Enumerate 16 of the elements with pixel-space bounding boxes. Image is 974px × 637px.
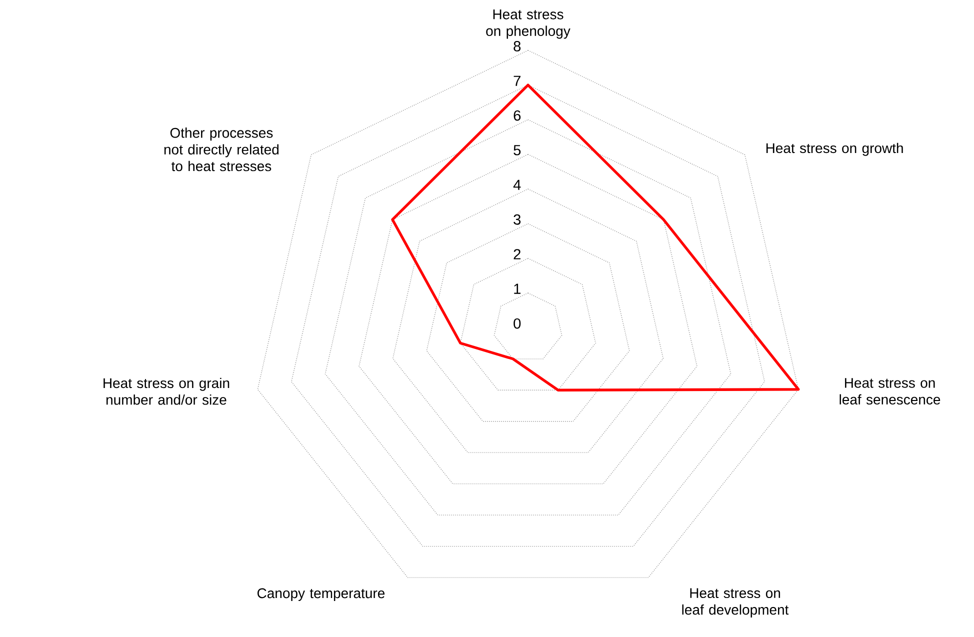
y-tick-label: 7 — [514, 76, 520, 86]
y-tick-label: 8 — [514, 41, 521, 52]
y-tick-label: 2 — [514, 249, 520, 260]
y-tick-label: 1 — [514, 284, 520, 294]
y-tick-label: 3 — [514, 214, 521, 225]
spoke-label: Other processes not directly related to heat stresses — [164, 128, 279, 172]
spoke-label: Heat stress on grain number and/or size — [104, 378, 230, 405]
spoke-label: Heat stress on growth — [766, 142, 903, 156]
y-tick-label: 4 — [513, 180, 521, 190]
spoke-label: Heat stress on leaf senescence — [840, 378, 940, 405]
y-tick-label: 0 — [514, 318, 521, 329]
y-tick-label: 5 — [514, 145, 521, 156]
spoke-label: Heat stress on phenology — [486, 10, 570, 39]
spoke-label: Canopy temperature — [257, 588, 385, 601]
y-tick-label: 6 — [514, 110, 521, 121]
spoke-label: Heat stress on leaf development — [682, 588, 789, 618]
